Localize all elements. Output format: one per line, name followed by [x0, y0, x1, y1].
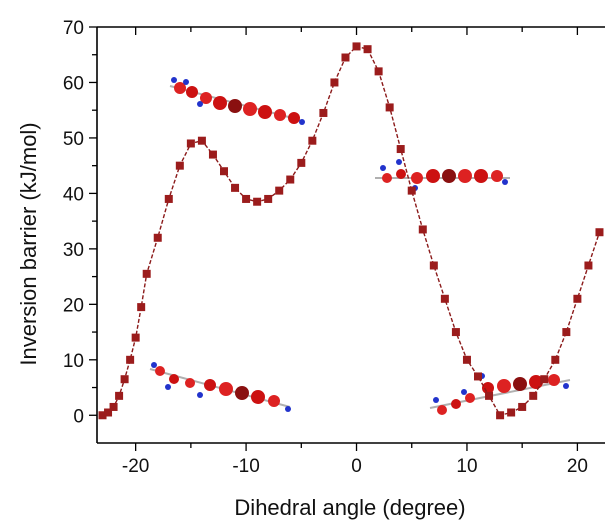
data-point [462, 355, 471, 364]
y-tick-label: 0 [73, 406, 84, 427]
axis-ticks [89, 26, 579, 451]
data-point [540, 375, 549, 384]
data-point [485, 391, 494, 400]
data-point [153, 233, 162, 242]
data-point [104, 408, 113, 417]
x-tick-label: -10 [232, 456, 259, 477]
x-axis-title: Dihedral angle (degree) [234, 495, 465, 520]
y-tick-label: 30 [63, 240, 84, 261]
data-point [120, 375, 129, 384]
molecule-mid-right [375, 159, 510, 191]
data-point [352, 42, 361, 51]
data-point [308, 136, 317, 145]
data-point [98, 411, 107, 420]
data-point [220, 167, 228, 176]
data-point [440, 294, 449, 303]
y-tick-label: 40 [63, 184, 84, 205]
data-point [385, 103, 394, 112]
data-point [363, 45, 372, 54]
y-axis-title: Inversion barrier (kJ/mol) [16, 122, 41, 365]
data-point [407, 186, 416, 195]
data-point [197, 136, 206, 145]
data-point [507, 408, 516, 417]
data-point [429, 261, 438, 270]
y-tick-label: 20 [63, 295, 84, 316]
data-point [595, 228, 604, 237]
data-point [286, 175, 295, 184]
data-point [496, 411, 505, 420]
data-point [562, 328, 571, 337]
data-point [341, 53, 350, 62]
data-point [231, 183, 240, 192]
data-point [126, 355, 135, 364]
x-tick-label: -20 [122, 456, 149, 477]
molecule-insets [149, 77, 571, 415]
series-line [102, 45, 601, 417]
data-point [208, 150, 217, 159]
data-point [115, 391, 124, 400]
y-tick-label: 10 [63, 351, 84, 372]
x-tick-label: 20 [567, 456, 588, 477]
data-point [297, 158, 306, 167]
data-point [275, 186, 284, 195]
data-point [137, 303, 146, 312]
data-point [474, 372, 482, 381]
data-point [142, 269, 151, 278]
tick-labels: -20 -10 0 10 20 0 10 20 30 40 50 60 70 [63, 18, 588, 477]
series-markers [98, 42, 604, 420]
data-point [518, 402, 527, 411]
data-point [164, 194, 173, 203]
data-point [131, 333, 140, 342]
data-point [264, 194, 273, 203]
y-tick-label: 70 [63, 18, 84, 39]
data-point [418, 225, 427, 234]
data-point [396, 145, 405, 154]
molecule-bottom-right [429, 373, 571, 415]
data-point [573, 294, 582, 303]
data-point [330, 78, 339, 87]
data-point [374, 67, 383, 76]
molecule-top-left [169, 77, 305, 125]
data-point [242, 194, 251, 203]
data-point [253, 197, 262, 206]
data-point [584, 261, 593, 270]
molecule-bottom-left [149, 362, 291, 412]
data-point [529, 391, 538, 400]
data-point [451, 328, 460, 337]
data-point [175, 161, 184, 170]
data-point [186, 139, 195, 148]
data-point [319, 108, 328, 117]
y-tick-label: 60 [63, 73, 84, 94]
x-tick-label: 10 [456, 456, 477, 477]
data-point [109, 402, 118, 411]
y-tick-label: 50 [63, 129, 84, 150]
x-tick-label: 0 [351, 456, 362, 477]
data-point [551, 355, 560, 364]
axes-frame [96, 26, 605, 444]
